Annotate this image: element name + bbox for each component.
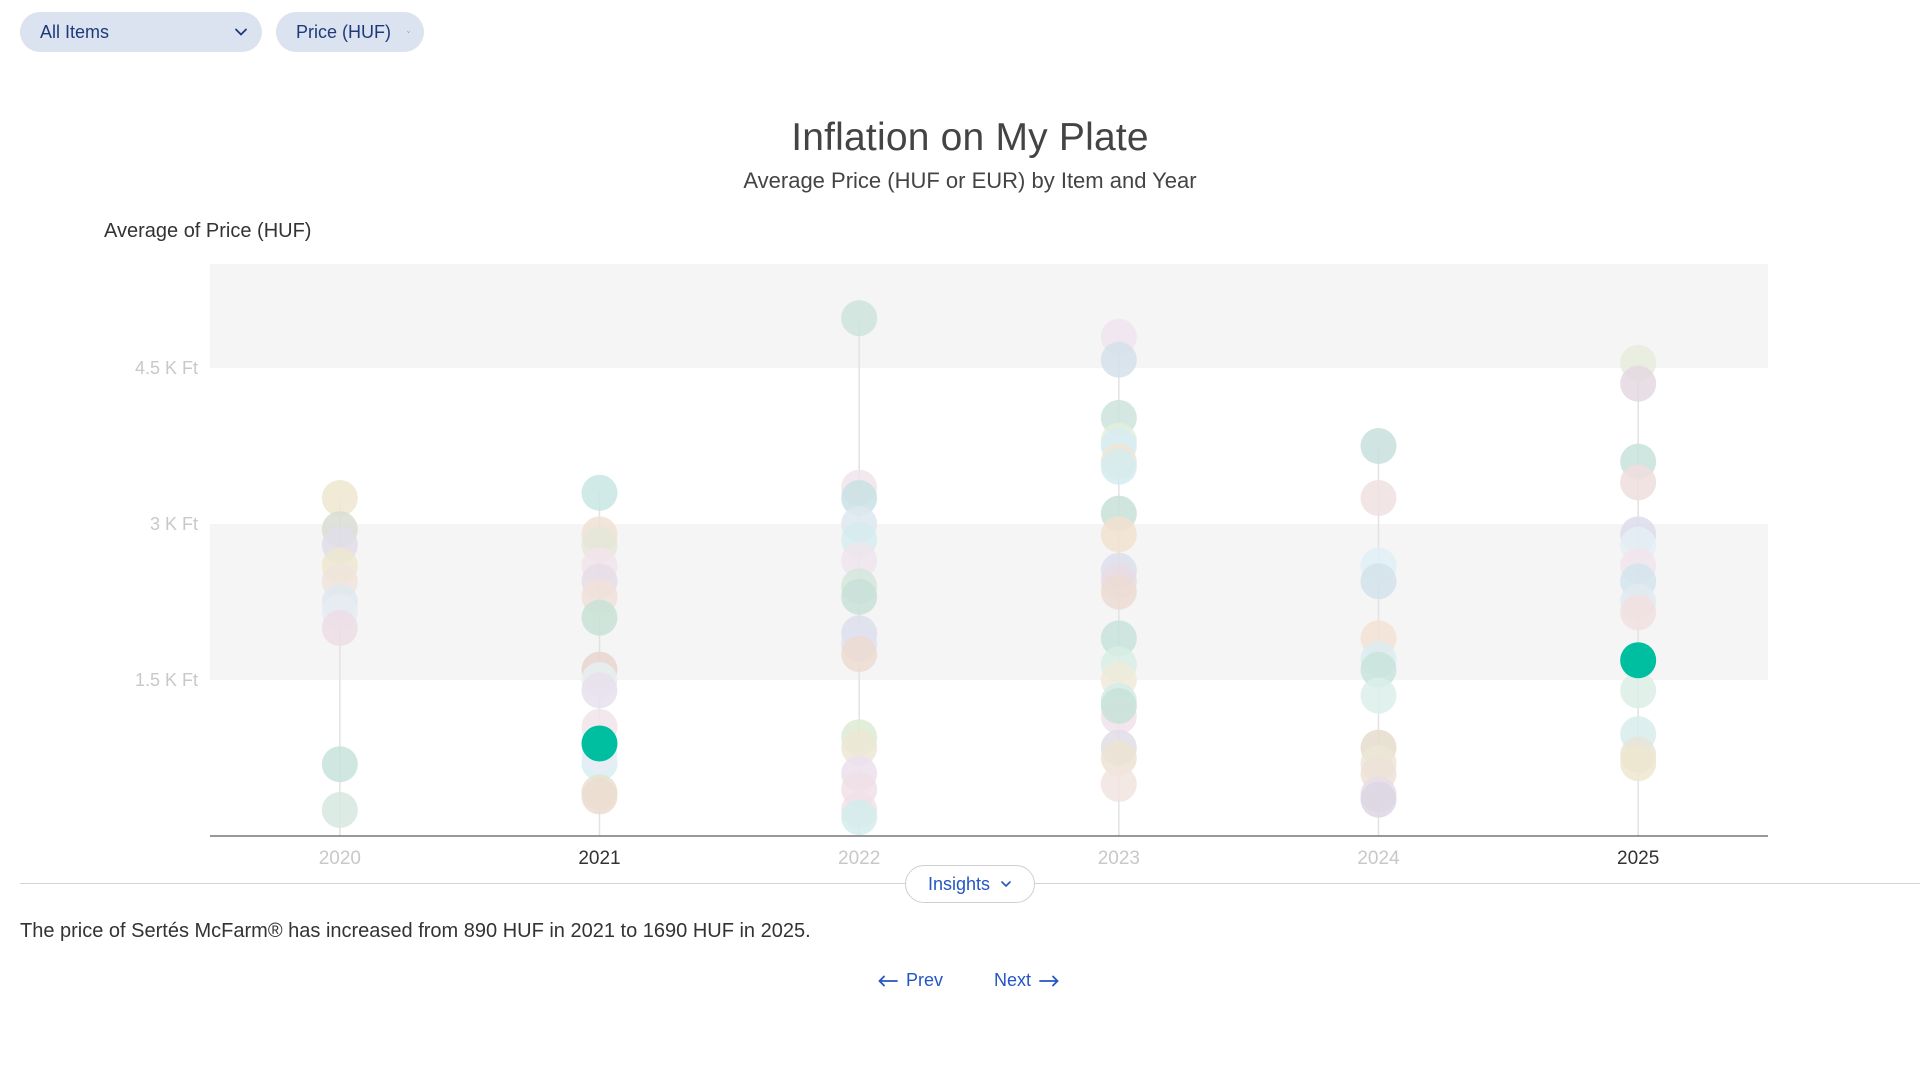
x-tick-label: 2022 xyxy=(838,848,880,869)
insight-text: The price of Sertés McFarm® has increase… xyxy=(20,920,811,942)
grid-band xyxy=(210,524,1768,680)
data-point xyxy=(841,480,878,516)
chevron-down-icon xyxy=(235,28,247,36)
data-point xyxy=(1360,781,1397,818)
x-tick-label: 2020 xyxy=(319,848,361,869)
item-filter-value: All Items xyxy=(40,21,110,42)
insights-button[interactable]: Insights xyxy=(905,865,1035,903)
data-point xyxy=(1100,448,1137,485)
scatter-chart: 1.5 K Ft 3 K Ft 4.5 K Ft 2020 2021 2022 2023 20… xyxy=(134,264,1768,869)
metric-filter-dropdown[interactable]: Price (HUF) xyxy=(276,12,424,52)
x-tick-label: 2025 xyxy=(1617,848,1659,869)
data-point xyxy=(1100,766,1137,802)
data-point xyxy=(1100,341,1137,378)
highlight-point xyxy=(581,725,618,762)
data-point xyxy=(1100,688,1137,724)
data-point xyxy=(1620,594,1657,631)
data-point xyxy=(581,778,618,815)
data-point xyxy=(1100,740,1137,776)
grid-band xyxy=(210,264,1768,368)
arrow-left-icon xyxy=(878,975,898,986)
insights-label: Insights xyxy=(927,873,991,894)
data-point xyxy=(1620,672,1657,709)
data-point xyxy=(1360,651,1397,688)
data-point xyxy=(1620,365,1657,402)
data-point xyxy=(581,599,618,636)
x-tick-label: 2021 xyxy=(578,848,620,869)
y-tick-label: 1.5 K Ft xyxy=(135,670,198,690)
arrow-right-icon xyxy=(1039,975,1059,986)
data-point xyxy=(1360,428,1397,464)
data-point xyxy=(321,746,358,783)
data-point xyxy=(321,792,358,828)
data-point xyxy=(1100,620,1137,657)
data-point xyxy=(1620,464,1657,501)
data-point xyxy=(581,672,618,709)
data-point xyxy=(1620,745,1657,782)
data-point xyxy=(1100,516,1137,553)
prev-button[interactable]: Prev xyxy=(878,970,943,991)
chevron-down-icon xyxy=(407,31,410,33)
data-point xyxy=(321,480,358,516)
data-point xyxy=(1360,563,1397,600)
data-point xyxy=(841,729,878,766)
data-point xyxy=(841,636,878,672)
y-tick-label: 3 K Ft xyxy=(150,514,198,534)
data-point xyxy=(1360,480,1397,516)
next-label: Next xyxy=(994,970,1032,990)
data-point xyxy=(1100,573,1137,610)
item-filter-dropdown[interactable]: All Items xyxy=(20,12,262,52)
data-point xyxy=(321,610,358,646)
prev-label: Prev xyxy=(906,970,944,990)
metric-filter-value: Price (HUF) xyxy=(296,21,391,42)
chevron-down-icon xyxy=(1001,881,1011,888)
y-axis-title: Average of Price (HUF) xyxy=(104,220,312,242)
y-tick-label: 4.5 K Ft xyxy=(135,358,198,378)
data-point xyxy=(841,578,878,615)
data-point xyxy=(841,799,878,836)
next-button[interactable]: Next xyxy=(994,970,1059,991)
x-tick-label: 2024 xyxy=(1357,848,1400,869)
highlight-point xyxy=(1620,642,1657,679)
data-point xyxy=(841,300,878,337)
chart-subtitle: Average Price (HUF or EUR) by Item and Y… xyxy=(743,168,1197,193)
data-point xyxy=(581,474,618,511)
chart-title: Inflation on My Plate xyxy=(791,116,1149,159)
data-point xyxy=(841,542,878,579)
x-tick-label: 2023 xyxy=(1098,848,1140,869)
data-point xyxy=(1360,677,1397,714)
